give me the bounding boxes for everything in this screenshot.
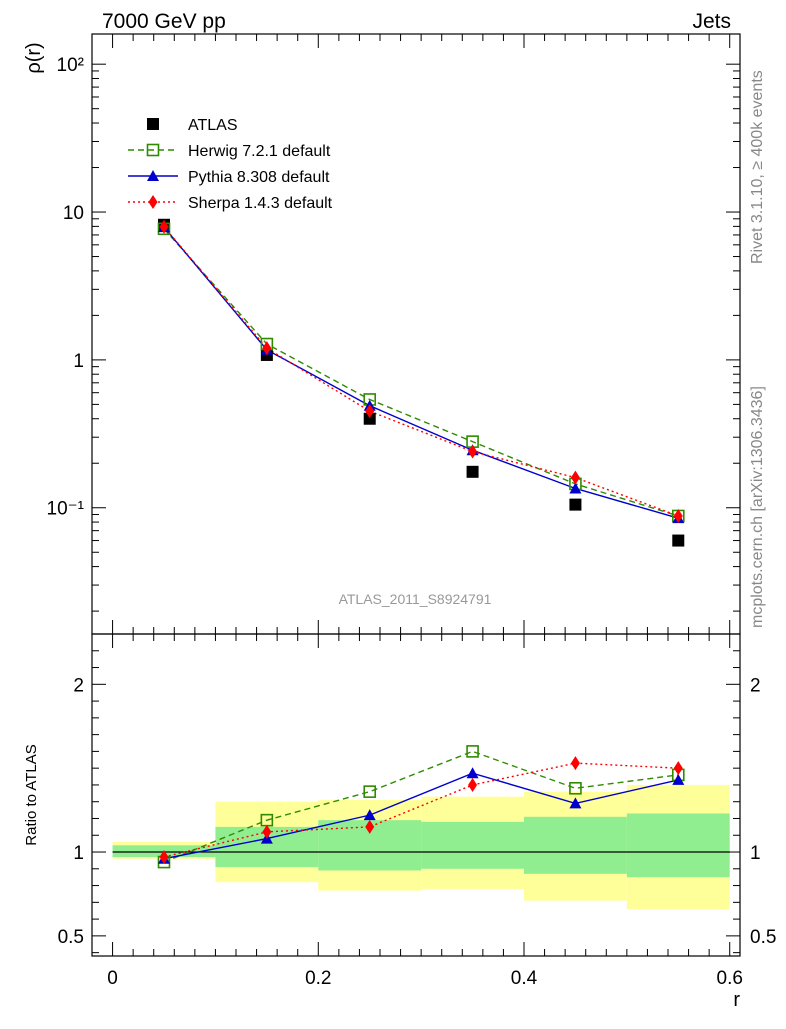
ratio-y-axis-label: Ratio to ATLAS	[23, 744, 40, 845]
main-y-tick-label: 10²	[57, 55, 84, 76]
legend-marker-atlas	[147, 118, 159, 130]
main-point-sherpa	[570, 470, 580, 485]
main-point-pythia	[569, 482, 582, 494]
main-line-pythia	[163, 226, 679, 519]
ratio-y-tick-label: 0.5	[58, 927, 84, 948]
legend-marker-pythia	[147, 170, 159, 181]
ratio-point-herwig	[569, 781, 582, 795]
legend-marker-sherpa	[148, 195, 158, 209]
legend: ATLAS Herwig 7.2.1 default Pythia 8.308 de…	[128, 117, 333, 212]
ratio-band-inner	[421, 821, 524, 869]
main-y-tick-label: 10⁻¹	[47, 499, 85, 520]
x-tick-label: 0	[107, 968, 118, 989]
main-point-sherpa	[673, 508, 683, 523]
x-tick-label: 0.6	[717, 968, 743, 989]
ratio-point-sherpa	[159, 850, 169, 865]
main-point-atlas	[466, 465, 479, 478]
ratio-point-pythia	[672, 773, 685, 785]
main-line-herwig	[163, 228, 679, 517]
mcplots-label: mcplots.cern.ch [arXiv:1306.3436]	[749, 386, 766, 628]
main-line-sherpa	[163, 226, 679, 517]
legend-label-atlas: ATLAS	[188, 117, 238, 134]
ratio-y-tick-label-right: 1	[750, 843, 761, 864]
ratio-panel: 0.5 0.5 1 1 2 2 0 0.2 0.4 0.6 Ratio to ATLAS r	[23, 633, 776, 1011]
ratio-point-sherpa	[570, 756, 580, 771]
ratio-point-sherpa	[365, 819, 375, 834]
main-point-sherpa	[262, 341, 272, 356]
rivet-label: Rivet 3.1.10, ≥ 400k events	[749, 70, 766, 264]
main-y-axis-label: ρ(r)	[23, 42, 45, 73]
legend-label-pythia: Pythia 8.308 default	[188, 169, 330, 186]
ratio-point-sherpa	[468, 777, 478, 792]
ratio-point-pythia	[466, 767, 479, 779]
ratio-point-sherpa	[673, 761, 683, 776]
ratio-line-pythia	[163, 772, 679, 860]
ratio-point-sherpa	[262, 824, 272, 839]
legend-label-herwig: Herwig 7.2.1 default	[188, 143, 331, 160]
ratio-panel-frame	[91, 633, 741, 957]
x-tick-label: 0.2	[305, 968, 331, 989]
ratio-y-tick-label: 1	[73, 843, 84, 864]
legend-label-sherpa: Sherpa 1.4.3 default	[188, 195, 333, 212]
main-point-atlas	[569, 498, 582, 511]
legend-marker-herwig	[146, 143, 160, 157]
main-y-tick-label: 10	[63, 203, 84, 224]
ratio-band-inner	[626, 813, 730, 878]
header-jets-label: Jets	[692, 10, 731, 33]
main-point-sherpa	[468, 444, 478, 459]
main-point-sherpa	[365, 404, 375, 419]
ratio-y-tick-label-right: 2	[750, 675, 761, 696]
ratio-y-tick-label-right: 0.5	[750, 927, 776, 948]
main-y-tick-label: 1	[73, 351, 84, 372]
main-point-atlas	[363, 412, 376, 425]
ratio-point-pythia	[363, 809, 376, 821]
ratio-point-herwig	[466, 745, 479, 758]
x-tick-label: 0.4	[511, 968, 538, 989]
ratio-line-herwig	[163, 750, 679, 863]
ratio-point-pythia	[569, 797, 582, 809]
ratio-y-tick-label: 2	[73, 675, 84, 696]
main-panel: 10⁻¹ 1 10 10² ρ(r) ATLAS_2011_S8924791 ATLA…	[23, 33, 741, 635]
main-point-sherpa	[159, 219, 169, 234]
header-energy-label: 7000 GeV pp	[102, 10, 226, 33]
analysis-watermark: ATLAS_2011_S8924791	[339, 591, 492, 607]
ratio-band-inner	[524, 816, 627, 874]
ratio-point-herwig	[363, 785, 377, 798]
main-point-atlas	[672, 534, 685, 547]
x-axis-label: r	[733, 989, 740, 1011]
